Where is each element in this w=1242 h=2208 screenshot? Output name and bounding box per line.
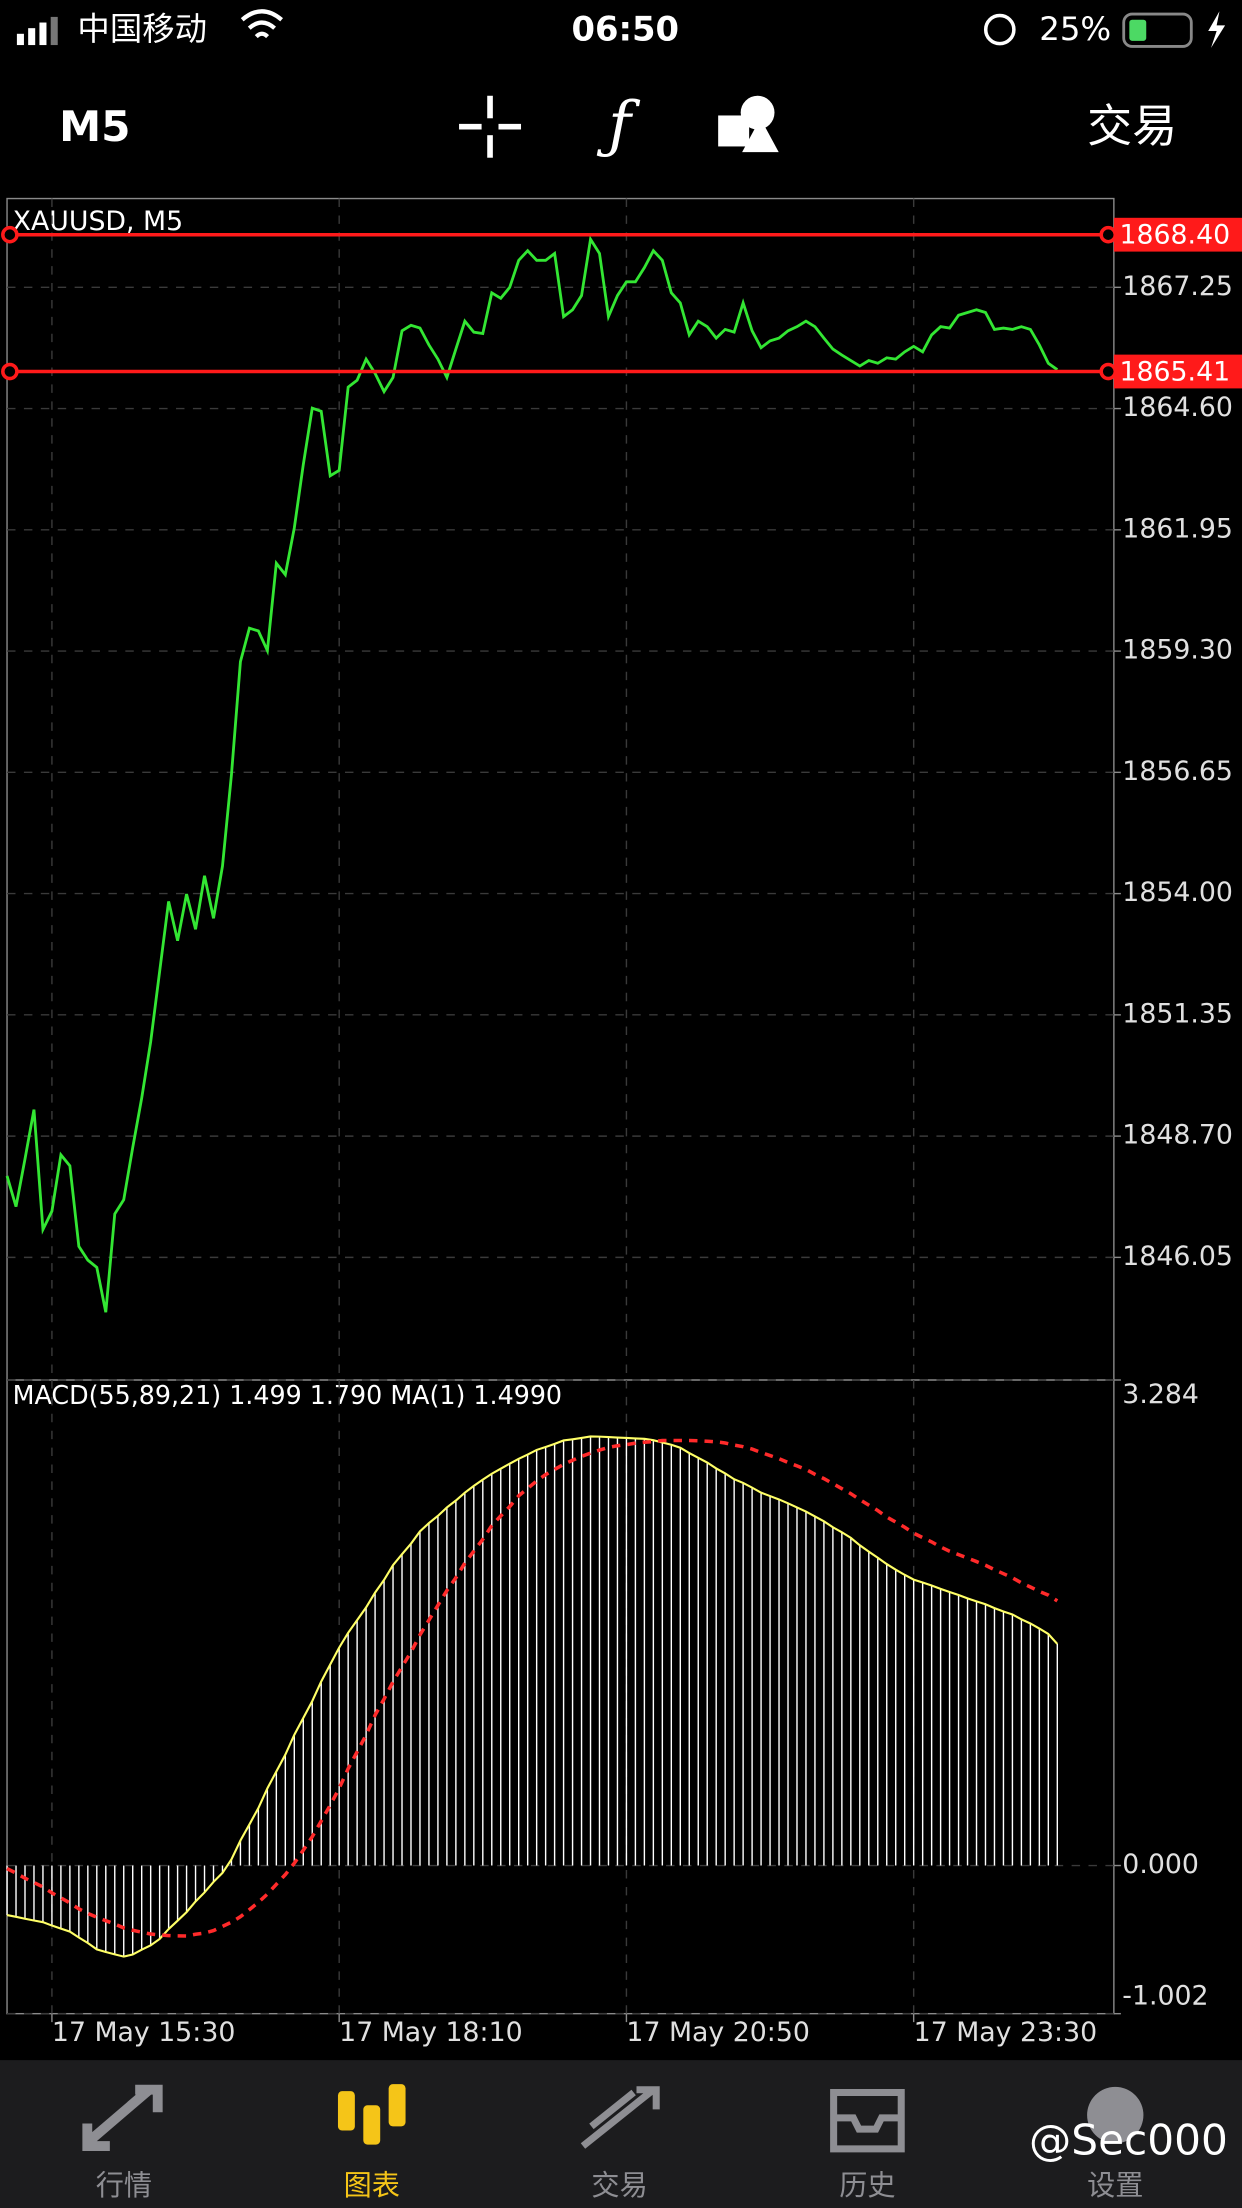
y-tick-label: 3.284: [1122, 1379, 1199, 1410]
y-tick-label: 1864.60: [1122, 392, 1233, 423]
history-icon: [830, 2089, 905, 2153]
y-tick-label: 1856.65: [1122, 756, 1233, 787]
tab-label[interactable]: 历史: [839, 2169, 895, 2202]
price-label-box: [1113, 217, 1242, 252]
series-line: [6, 1438, 1059, 1938]
charging-icon: [1208, 11, 1226, 48]
price-line-handle: [1099, 362, 1118, 381]
signal-icon: [16, 16, 58, 46]
indicator-title: MACD(55,89,21) 1.499 1.790 MA(1) 1.4990: [13, 1380, 562, 1410]
y-tick-label: 1859.30: [1122, 635, 1233, 666]
series-line: [6, 1435, 1059, 1958]
x-tick-label: 17 May 18:10: [339, 2017, 522, 2048]
tab-label[interactable]: 图表: [344, 2169, 400, 2202]
tab-label[interactable]: 交易: [591, 2169, 647, 2202]
carrier: 中国移动: [77, 10, 207, 48]
price-label-box: [1113, 354, 1242, 389]
settings-icon: [1087, 2086, 1144, 2144]
crosshair-button[interactable]: [459, 95, 522, 158]
battery-icon: [1122, 12, 1193, 48]
x-tick-label: 17 May 15:30: [52, 2017, 235, 2048]
y-tick-label: 1846.05: [1122, 1241, 1233, 1272]
quotes-icon: [82, 2084, 163, 2151]
y-tick-label: 1848.70: [1122, 1120, 1233, 1151]
objects-button[interactable]: [718, 95, 779, 153]
chart-icon: [337, 2084, 406, 2145]
lock-icon: [983, 13, 1016, 46]
y-tick-label: 0.000: [1122, 1849, 1199, 1880]
x-tick-label: 17 May 23:30: [914, 2017, 1097, 2048]
y-tick-label: -1.002: [1122, 1980, 1208, 2011]
price-line-handle: [1099, 225, 1118, 244]
y-tick-label: 1851.35: [1122, 998, 1233, 1029]
y-tick-label: 1854.00: [1122, 877, 1233, 908]
tab-bar: [0, 2060, 1242, 2208]
tab-label[interactable]: 设置: [1087, 2169, 1143, 2202]
price-line-handle: [1, 225, 19, 244]
trade-button[interactable]: 交易: [1087, 100, 1177, 153]
x-tick-label: 17 May 20:50: [626, 2017, 809, 2048]
y-tick-label: 1867.25: [1122, 271, 1233, 302]
plot-layer: 1867.25 1864.60 1861.95 1859.30 1856.65 1854.…: [1, 198, 1242, 2048]
battery-percent: 25%: [1039, 10, 1111, 48]
chart-title: XAUUSD, M5: [13, 206, 183, 237]
price-label: 1865.41: [1119, 356, 1230, 387]
y-tick-label: 1861.95: [1122, 513, 1233, 544]
price-line-handle: [1, 362, 19, 381]
price-label: 1868.40: [1119, 220, 1230, 251]
battery-level: [1129, 19, 1147, 41]
trade-icon: [580, 2086, 660, 2149]
timeframe-button[interactable]: M5: [59, 102, 130, 151]
chart-frame: [6, 197, 1115, 2015]
wifi-icon: [240, 9, 284, 39]
series-line: [5, 235, 1059, 1313]
clock: 06:50: [571, 9, 679, 48]
watermark: @Sec000: [1029, 2116, 1228, 2165]
tab-label[interactable]: 行情: [96, 2169, 152, 2202]
